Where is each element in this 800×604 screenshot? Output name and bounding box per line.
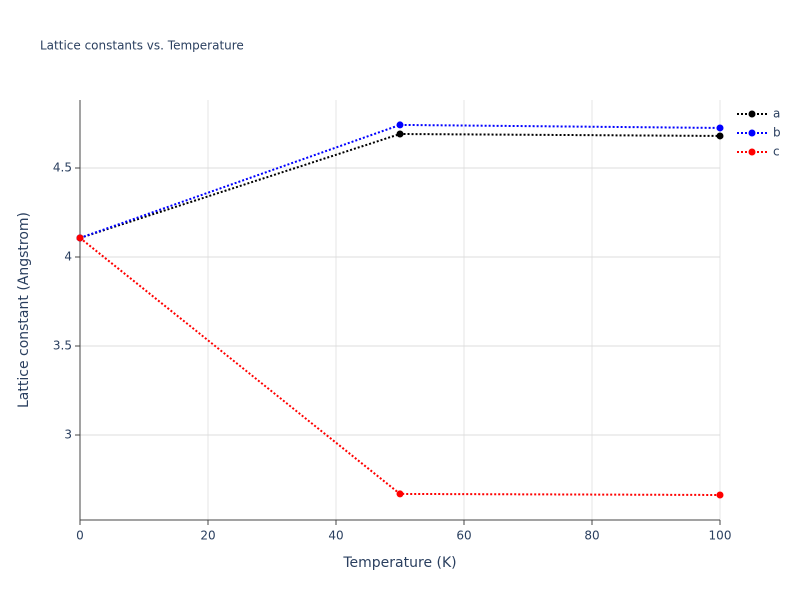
point: [716, 124, 724, 132]
legend-marker: [748, 148, 756, 156]
x-axis-title: Temperature (K): [342, 555, 456, 571]
x-tick-label: 60: [456, 529, 471, 543]
point: [716, 491, 724, 499]
point: [396, 130, 404, 138]
y-axis-title: Lattice constant (Angstrom): [16, 212, 32, 408]
y-tick-label: 3: [64, 428, 72, 442]
series-line: [79, 123, 721, 239]
chart-title: Lattice constants vs. Temperature: [40, 39, 244, 53]
series-line: [79, 237, 721, 496]
y-tick-label: 4.5: [53, 160, 72, 174]
legend-label: b: [773, 126, 781, 140]
x-tick-label: 40: [328, 529, 343, 543]
point: [76, 234, 84, 242]
series-line: [79, 132, 721, 239]
x-tick-label: 80: [584, 529, 599, 543]
legend-label: c: [773, 145, 780, 159]
x-tick-label: 20: [200, 529, 215, 543]
point: [716, 132, 724, 140]
point: [396, 490, 404, 498]
y-tick-label: 4: [64, 249, 72, 263]
x-tick-label: 100: [709, 529, 732, 543]
legend-marker: [748, 110, 756, 118]
point: [396, 121, 404, 129]
x-tick-label: 0: [76, 529, 84, 543]
legend-label: a: [773, 107, 780, 121]
y-tick-label: 3.5: [53, 339, 72, 353]
legend-marker: [748, 129, 756, 137]
